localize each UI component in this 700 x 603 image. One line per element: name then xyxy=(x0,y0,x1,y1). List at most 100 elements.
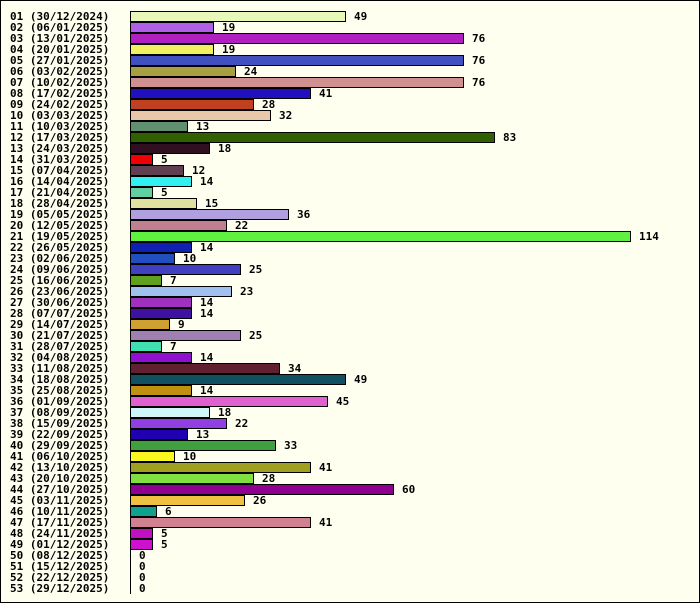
bar xyxy=(130,88,311,99)
value-label: 5 xyxy=(161,538,168,551)
category-label: 32 (04/08/2025) xyxy=(10,351,109,364)
bar xyxy=(130,451,175,462)
value-label: 18 xyxy=(218,142,231,155)
category-label: 26 (23/06/2025) xyxy=(10,285,109,298)
value-label: 13 xyxy=(196,120,209,133)
category-label: 07 (10/02/2025) xyxy=(10,76,109,89)
bar xyxy=(130,209,289,220)
value-label: 10 xyxy=(183,450,196,463)
bar xyxy=(130,385,192,396)
value-label: 25 xyxy=(249,329,262,342)
category-label: 30 (21/07/2025) xyxy=(10,329,109,342)
category-label: 34 (18/08/2025) xyxy=(10,373,109,386)
value-label: 19 xyxy=(222,21,235,34)
value-label: 5 xyxy=(161,186,168,199)
value-label: 26 xyxy=(253,494,267,507)
category-label: 22 (26/05/2025) xyxy=(10,241,109,254)
value-label: 76 xyxy=(472,76,486,89)
value-label: 12 xyxy=(192,164,205,177)
value-label: 7 xyxy=(170,340,177,353)
bar xyxy=(130,253,175,264)
value-label: 49 xyxy=(354,10,367,23)
bar xyxy=(130,33,464,44)
category-label: 29 (14/07/2025) xyxy=(10,318,109,331)
value-label: 19 xyxy=(222,43,235,56)
category-label: 19 (05/05/2025) xyxy=(10,208,109,221)
bar xyxy=(130,231,631,242)
value-label: 9 xyxy=(178,318,185,331)
value-label: 28 xyxy=(262,98,275,111)
category-label: 45 (03/11/2025) xyxy=(10,494,109,507)
category-label: 52 (22/12/2025) xyxy=(10,571,109,584)
value-label: 23 xyxy=(240,285,253,298)
value-label: 0 xyxy=(139,571,146,584)
category-label: 03 (13/01/2025) xyxy=(10,32,109,45)
bar xyxy=(130,297,192,308)
category-label: 12 (17/03/2025) xyxy=(10,131,109,144)
category-label: 37 (08/09/2025) xyxy=(10,406,109,419)
value-label: 5 xyxy=(161,153,168,166)
bar xyxy=(130,165,184,176)
bar xyxy=(130,176,192,187)
bar xyxy=(130,22,214,33)
bar xyxy=(130,66,236,77)
bar xyxy=(130,319,170,330)
bar xyxy=(130,121,188,132)
bar xyxy=(130,473,254,484)
value-label: 14 xyxy=(200,175,214,188)
category-label: 43 (20/10/2025) xyxy=(10,472,109,485)
category-label: 53 (29/12/2025) xyxy=(10,582,109,595)
category-label: 49 (01/12/2025) xyxy=(10,538,109,551)
category-label: 06 (03/02/2025) xyxy=(10,65,109,78)
category-label: 25 (16/06/2025) xyxy=(10,274,109,287)
bar xyxy=(130,308,192,319)
bar xyxy=(130,99,254,110)
bar xyxy=(130,363,280,374)
category-label: 01 (30/12/2024) xyxy=(10,10,109,23)
bar xyxy=(130,330,241,341)
bar xyxy=(130,242,192,253)
bar xyxy=(130,154,153,165)
value-label: 6 xyxy=(165,505,172,518)
category-label: 27 (30/06/2025) xyxy=(10,296,109,309)
category-label: 31 (28/07/2025) xyxy=(10,340,109,353)
category-label: 42 (13/10/2025) xyxy=(10,461,109,474)
category-label: 44 (27/10/2025) xyxy=(10,483,109,496)
category-label: 28 (07/07/2025) xyxy=(10,307,109,320)
category-label: 09 (24/02/2025) xyxy=(10,98,109,111)
bar xyxy=(130,286,232,297)
category-label: 23 (02/06/2025) xyxy=(10,252,109,265)
bar xyxy=(130,187,153,198)
category-label: 46 (10/11/2025) xyxy=(10,505,109,518)
category-label: 16 (14/04/2025) xyxy=(10,175,109,188)
value-label: 36 xyxy=(297,208,311,221)
category-label: 15 (07/04/2025) xyxy=(10,164,109,177)
category-label: 48 (24/11/2025) xyxy=(10,527,109,540)
bar xyxy=(130,110,271,121)
value-label: 24 xyxy=(244,65,258,78)
bar xyxy=(130,407,210,418)
value-label: 60 xyxy=(402,483,415,496)
value-label: 76 xyxy=(472,54,486,67)
bar xyxy=(130,143,210,154)
bar xyxy=(130,55,464,66)
value-label: 13 xyxy=(196,428,209,441)
bar xyxy=(130,396,328,407)
value-label: 22 xyxy=(235,417,248,430)
category-label: 50 (08/12/2025) xyxy=(10,549,109,562)
value-label: 25 xyxy=(249,263,262,276)
value-label: 0 xyxy=(139,549,146,562)
category-label: 35 (25/08/2025) xyxy=(10,384,109,397)
value-label: 41 xyxy=(319,461,333,474)
value-label: 76 xyxy=(472,32,486,45)
value-label: 33 xyxy=(284,439,297,452)
category-label: 08 (17/02/2025) xyxy=(10,87,109,100)
value-label: 49 xyxy=(354,373,367,386)
value-label: 14 xyxy=(200,241,214,254)
value-label: 32 xyxy=(279,109,292,122)
category-label: 38 (15/09/2025) xyxy=(10,417,109,430)
bar xyxy=(130,517,311,528)
category-label: 33 (11/08/2025) xyxy=(10,362,109,375)
